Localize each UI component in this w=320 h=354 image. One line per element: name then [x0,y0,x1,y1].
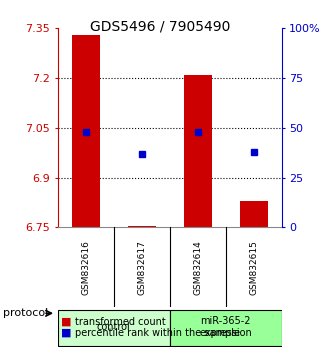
Text: miR-365-2
expression: miR-365-2 expression [199,316,252,338]
FancyBboxPatch shape [58,310,170,346]
Text: GDS5496 / 7905490: GDS5496 / 7905490 [90,19,230,34]
Text: ■: ■ [61,317,71,327]
Text: GSM832617: GSM832617 [137,240,146,295]
Text: ■: ■ [61,328,71,338]
Text: protocol: protocol [3,308,48,318]
Bar [72,35,100,228]
Bar [240,201,268,228]
Text: GSM832614: GSM832614 [193,240,202,295]
Text: GSM832615: GSM832615 [249,240,258,295]
Bar [184,75,212,228]
Text: percentile rank within the sample: percentile rank within the sample [75,328,240,338]
Bar [128,226,156,228]
Text: transformed count: transformed count [75,317,166,327]
FancyBboxPatch shape [170,310,282,346]
Text: control: control [97,322,131,332]
Text: GSM832616: GSM832616 [81,240,90,295]
